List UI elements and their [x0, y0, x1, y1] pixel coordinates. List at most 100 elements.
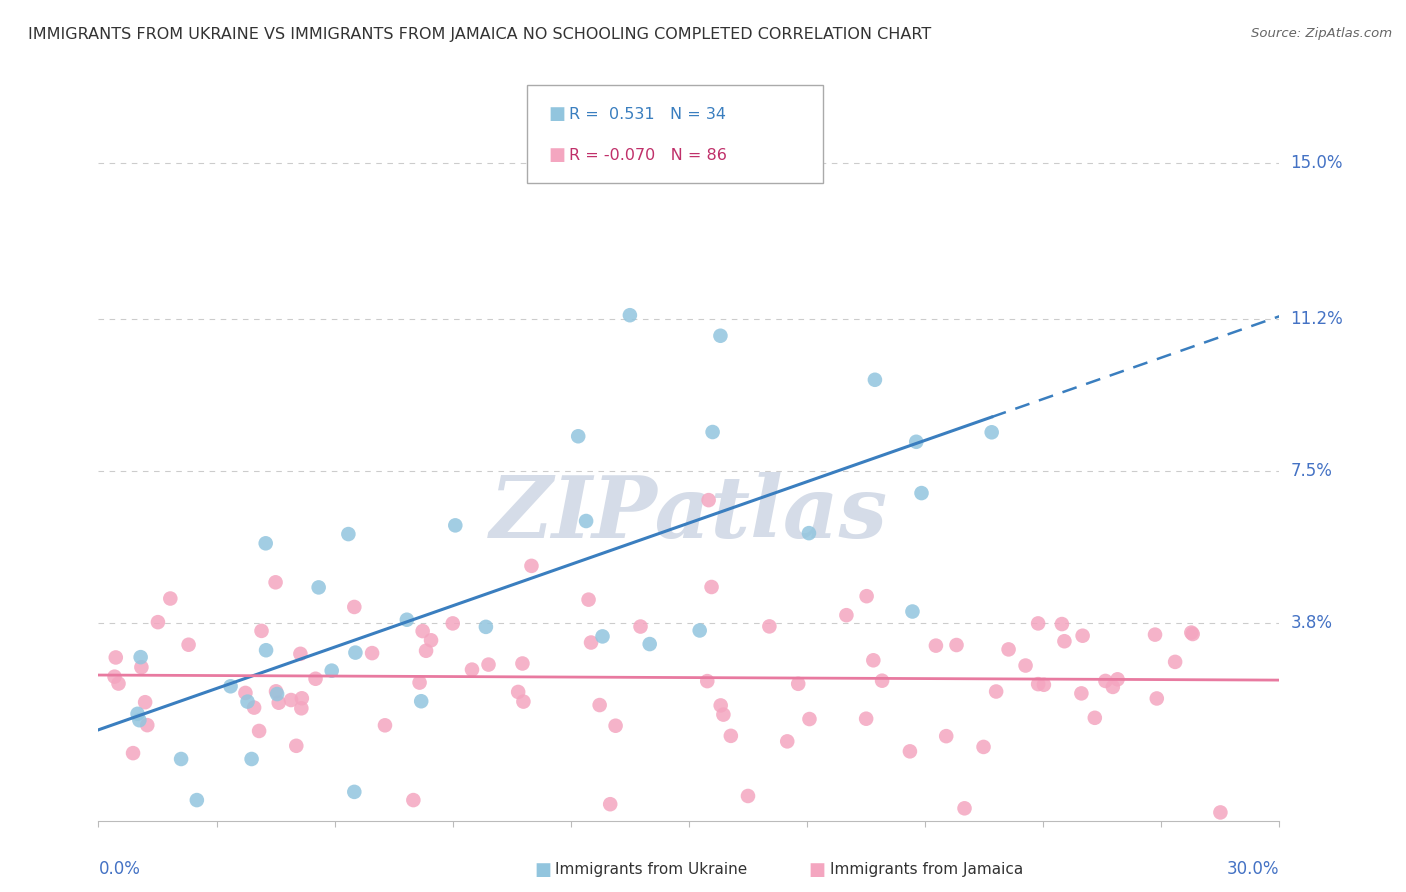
Point	[776, 734, 799, 748]
Point	[1180, 625, 1202, 640]
Text: 3.8%: 3.8%	[1291, 615, 1333, 632]
Point	[134, 695, 156, 709]
Point	[402, 793, 425, 807]
Point	[935, 729, 957, 743]
Point	[1014, 658, 1036, 673]
Point	[855, 589, 877, 603]
Point	[984, 684, 1007, 698]
Point	[696, 674, 718, 689]
Point	[870, 673, 893, 688]
Point	[411, 694, 433, 708]
Point	[131, 660, 153, 674]
Point	[605, 719, 627, 733]
Point	[186, 793, 208, 807]
Point	[475, 620, 498, 634]
Point	[1107, 673, 1129, 687]
Point	[1164, 655, 1187, 669]
Point	[713, 707, 735, 722]
Point	[997, 642, 1019, 657]
Point	[1050, 617, 1073, 632]
Point	[579, 635, 602, 649]
Point	[835, 608, 858, 623]
Point	[862, 653, 884, 667]
Point	[758, 619, 780, 633]
Point	[588, 698, 610, 712]
Text: 7.5%: 7.5%	[1291, 462, 1333, 481]
Point	[697, 493, 720, 508]
Point	[945, 638, 967, 652]
Point	[855, 712, 877, 726]
Point	[619, 308, 641, 322]
Text: Source: ZipAtlas.com: Source: ZipAtlas.com	[1251, 27, 1392, 40]
Text: R = -0.070   N = 86: R = -0.070 N = 86	[569, 148, 727, 162]
Point	[973, 739, 995, 754]
Point	[104, 650, 127, 665]
Text: ZIPatlas: ZIPatlas	[489, 472, 889, 555]
Text: ■: ■	[534, 861, 551, 879]
Point	[710, 698, 733, 713]
Point	[700, 580, 723, 594]
Text: ■: ■	[548, 105, 565, 123]
Point	[264, 575, 287, 590]
Point	[787, 677, 810, 691]
Point	[567, 429, 589, 443]
Point	[361, 646, 384, 660]
Point	[408, 675, 430, 690]
Point	[905, 434, 928, 449]
Point	[508, 685, 530, 699]
Point	[592, 629, 614, 643]
Point	[159, 591, 181, 606]
Point	[797, 526, 820, 541]
Point	[863, 373, 886, 387]
Point	[129, 650, 152, 665]
Point	[1071, 629, 1094, 643]
Point	[128, 713, 150, 727]
Point	[254, 536, 277, 550]
Point	[910, 486, 932, 500]
Point	[575, 514, 598, 528]
Point	[1032, 678, 1054, 692]
Point	[901, 605, 924, 619]
Point	[953, 801, 976, 815]
Point	[709, 328, 731, 343]
Point	[250, 624, 273, 638]
Point	[461, 663, 484, 677]
Point	[1026, 616, 1049, 631]
Point	[630, 619, 652, 633]
Point	[720, 729, 742, 743]
Point	[441, 616, 464, 631]
Point	[343, 785, 366, 799]
Point	[219, 679, 242, 693]
Point	[243, 700, 266, 714]
Text: R =  0.531   N = 34: R = 0.531 N = 34	[569, 107, 727, 121]
Point	[235, 686, 257, 700]
Point	[266, 687, 288, 701]
Point	[285, 739, 308, 753]
Point	[415, 644, 437, 658]
Point	[1209, 805, 1232, 820]
Point	[264, 684, 287, 698]
Point	[1146, 691, 1168, 706]
Point	[308, 581, 330, 595]
Text: Immigrants from Jamaica: Immigrants from Jamaica	[830, 863, 1022, 877]
Point	[477, 657, 499, 672]
Point	[321, 664, 343, 678]
Point	[267, 696, 290, 710]
Point	[291, 691, 314, 706]
Point	[512, 657, 534, 671]
Text: ■: ■	[548, 146, 565, 164]
Point	[280, 693, 302, 707]
Point	[444, 518, 467, 533]
Point	[304, 672, 326, 686]
Point	[236, 695, 259, 709]
Point	[578, 592, 600, 607]
Point	[247, 723, 270, 738]
Text: ■: ■	[808, 861, 825, 879]
Point	[737, 789, 759, 803]
Point	[240, 752, 263, 766]
Point	[1102, 680, 1125, 694]
Point	[799, 712, 821, 726]
Point	[702, 425, 724, 439]
Point	[925, 639, 948, 653]
Point	[374, 718, 396, 732]
